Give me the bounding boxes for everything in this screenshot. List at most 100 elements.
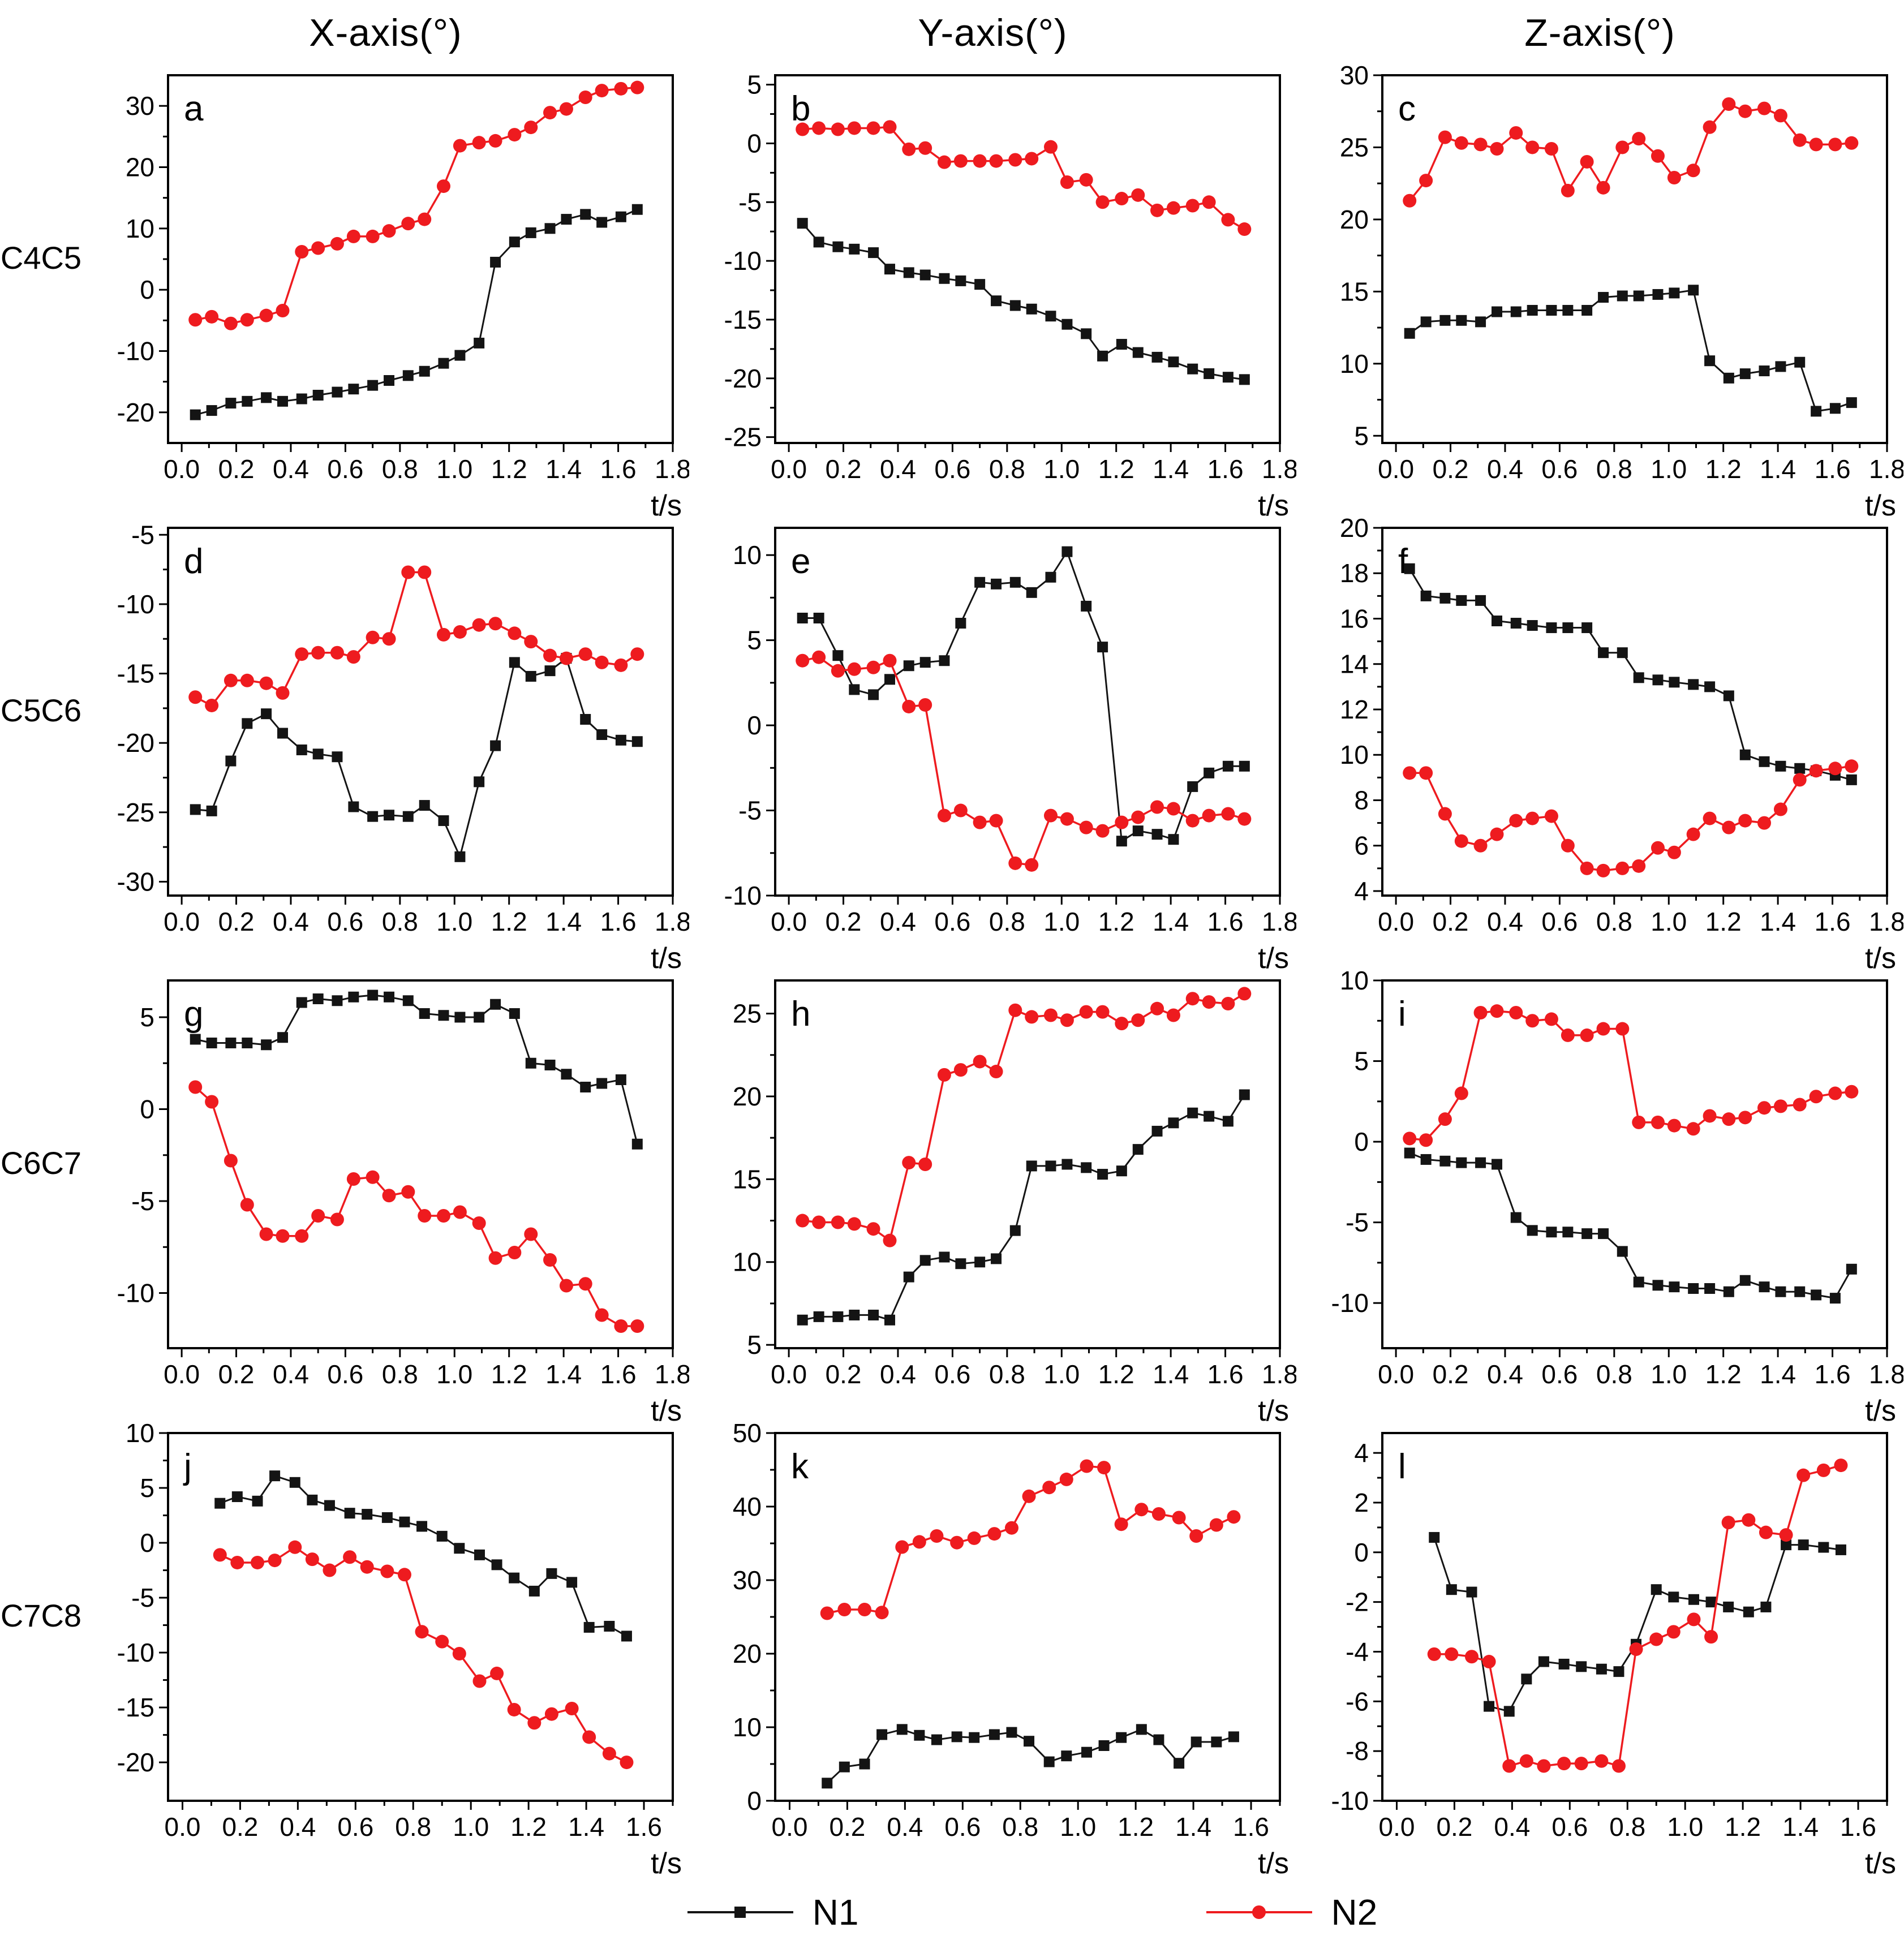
svg-text:5: 5 [747,70,762,100]
row-label-c7c8: C7C8 [0,1597,82,1633]
svg-text:0.8: 0.8 [989,907,1025,936]
svg-text:0: 0 [1354,1127,1369,1156]
chart-h: 0.0 0.2 0.4 0.6 0.8 1.0 1.2 1.4 1.6 1.8 5 10 15 20 25 h… [733,979,1296,1423]
svg-text:t/s: t/s [651,489,682,518]
svg-text:20: 20 [733,1082,762,1111]
svg-text:-6: -6 [1346,1686,1369,1716]
panel-d: 0.0 0.2 0.4 0.6 0.8 1.0 1.2 1.4 1.6 1.8 -30 -25 -20 -… [82,518,689,970]
svg-text:0.4: 0.4 [880,1359,916,1389]
svg-text:0.4: 0.4 [1487,907,1523,936]
svg-text:1.8: 1.8 [655,454,689,484]
svg-text:t/s: t/s [1258,942,1289,970]
svg-text:-15: -15 [117,1693,154,1722]
svg-text:0.0: 0.0 [771,907,807,936]
svg-text:1.0: 1.0 [436,907,472,936]
svg-text:1.4: 1.4 [545,454,582,484]
svg-text:0.0: 0.0 [771,454,807,484]
svg-text:0.0: 0.0 [164,454,200,484]
svg-text:0.2: 0.2 [826,1359,862,1389]
svg-text:0: 0 [747,711,762,740]
svg-text:-10: -10 [1331,1288,1369,1318]
svg-text:-10: -10 [724,246,762,276]
svg-text:-5: -5 [738,796,762,825]
svg-text:10: 10 [733,540,762,570]
svg-text:1.8: 1.8 [1262,907,1296,936]
svg-text:t/s: t/s [651,1395,682,1423]
svg-text:5: 5 [140,1003,154,1032]
column-headers: X-axis(°) Y-axis(°) Z-axis(°) [0,0,1904,65]
svg-text:g: g [184,995,203,1034]
svg-text:-15: -15 [724,305,762,334]
svg-text:-20: -20 [117,728,154,758]
svg-text:1.8: 1.8 [1869,1359,1903,1389]
svg-text:18: 18 [1340,558,1369,588]
svg-text:1.2: 1.2 [1118,1812,1154,1842]
svg-text:1.0: 1.0 [436,1359,472,1389]
svg-text:1.6: 1.6 [626,1812,662,1842]
panel-f: 0.0 0.2 0.4 0.6 0.8 1.0 1.2 1.4 1.6 1.8 4 6 8 10 12 14 1… [1296,518,1903,970]
svg-text:0.2: 0.2 [826,907,862,936]
svg-text:1.6: 1.6 [1207,1359,1244,1389]
svg-text:1.8: 1.8 [1262,1359,1296,1389]
svg-text:8: 8 [1354,785,1369,815]
svg-text:0.6: 0.6 [327,454,363,484]
svg-text:0.4: 0.4 [1487,1359,1523,1389]
svg-text:-25: -25 [117,798,154,827]
svg-text:-5: -5 [738,187,762,217]
svg-text:-10: -10 [1331,1786,1369,1815]
svg-text:1.4: 1.4 [1760,907,1796,936]
svg-text:t/s: t/s [1865,1847,1896,1875]
svg-text:20: 20 [1340,205,1369,234]
svg-text:0.8: 0.8 [1596,1359,1632,1389]
svg-text:0.6: 0.6 [1541,1359,1578,1389]
svg-text:c: c [1398,89,1416,128]
svg-text:1.2: 1.2 [1098,907,1134,936]
svg-text:14: 14 [1340,649,1369,679]
svg-text:1.6: 1.6 [600,907,637,936]
svg-text:1.2: 1.2 [1098,1359,1134,1389]
svg-text:1.6: 1.6 [1840,1812,1876,1842]
chart-d: 0.0 0.2 0.4 0.6 0.8 1.0 1.2 1.4 1.6 1.8 -30 -25 -20 -… [117,520,689,970]
svg-text:1.4: 1.4 [1760,1359,1796,1389]
svg-text:0.6: 0.6 [934,454,970,484]
svg-text:30: 30 [1340,65,1369,90]
svg-text:0.4: 0.4 [887,1812,923,1842]
svg-text:0.2: 0.2 [1433,454,1469,484]
svg-text:4: 4 [1354,1438,1369,1468]
svg-text:1.4: 1.4 [545,1359,582,1389]
svg-text:5: 5 [1354,1047,1369,1076]
svg-text:1.6: 1.6 [1815,454,1851,484]
svg-text:0.4: 0.4 [273,1359,309,1389]
svg-text:0.4: 0.4 [880,907,916,936]
svg-text:-2: -2 [1346,1587,1369,1617]
svg-text:1.0: 1.0 [1043,1359,1080,1389]
svg-text:0.6: 0.6 [327,907,363,936]
svg-text:1.2: 1.2 [510,1812,547,1842]
svg-text:10: 10 [733,1247,762,1277]
svg-text:2: 2 [1354,1488,1369,1517]
chart-j: 0.0 0.2 0.4 0.6 0.8 1.0 1.2 1.4 1.6 -20 -15 -10 -5 0 5… [117,1423,682,1875]
svg-text:0.0: 0.0 [164,907,200,936]
svg-text:-10: -10 [117,590,154,619]
chart-g: 0.0 0.2 0.4 0.6 0.8 1.0 1.2 1.4 1.6 1.8 -10 -5 0 5 g t/… [117,979,689,1423]
svg-text:0.6: 0.6 [1551,1812,1588,1842]
svg-text:0.6: 0.6 [327,1359,363,1389]
svg-text:20: 20 [126,153,154,182]
svg-text:t/s: t/s [1258,489,1289,518]
svg-text:4: 4 [1354,876,1369,906]
svg-text:1.0: 1.0 [1651,907,1687,936]
svg-text:1.4: 1.4 [1153,907,1189,936]
svg-text:0.6: 0.6 [944,1812,981,1842]
svg-text:1.8: 1.8 [1869,907,1903,936]
svg-text:0.2: 0.2 [1433,907,1469,936]
chart-c: 0.0 0.2 0.4 0.6 0.8 1.0 1.2 1.4 1.6 1.8 5 10 15 20 25 3… [1340,65,1903,518]
panel-c: 0.0 0.2 0.4 0.6 0.8 1.0 1.2 1.4 1.6 1.8 5 10 15 20 25 3… [1296,65,1903,518]
legend: N1 N2 [79,1875,1904,1949]
svg-text:1.8: 1.8 [1262,454,1296,484]
svg-text:1.2: 1.2 [1725,1812,1761,1842]
svg-text:16: 16 [1340,604,1369,633]
svg-text:0.8: 0.8 [382,1359,418,1389]
panel-j: 0.0 0.2 0.4 0.6 0.8 1.0 1.2 1.4 1.6 -20 -15 -10 -5 0 5… [82,1423,689,1875]
svg-text:0.2: 0.2 [1436,1812,1472,1842]
